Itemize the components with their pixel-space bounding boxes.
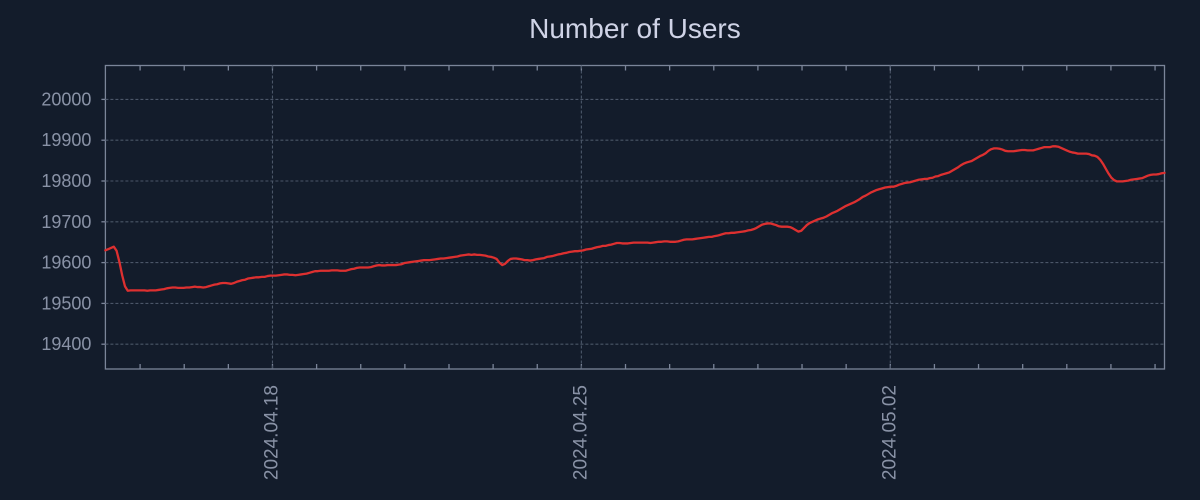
svg-text:19500: 19500	[41, 293, 91, 313]
svg-text:19600: 19600	[41, 253, 91, 273]
svg-text:19800: 19800	[41, 171, 91, 191]
svg-text:19400: 19400	[41, 334, 91, 354]
svg-text:2024.04.25: 2024.04.25	[570, 385, 591, 480]
svg-text:19900: 19900	[41, 130, 91, 150]
svg-text:19700: 19700	[41, 212, 91, 232]
svg-text:2024.05.02: 2024.05.02	[879, 385, 900, 480]
svg-text:2024.04.18: 2024.04.18	[261, 385, 282, 480]
svg-text:20000: 20000	[41, 89, 91, 109]
